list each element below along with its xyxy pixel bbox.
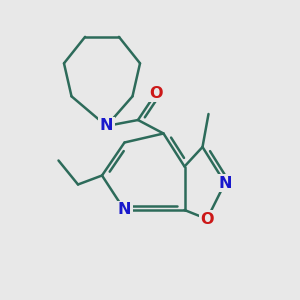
Text: O: O [200,212,214,226]
Text: N: N [118,202,131,217]
Text: N: N [100,118,113,134]
Text: N: N [218,176,232,190]
Text: O: O [149,85,163,100]
